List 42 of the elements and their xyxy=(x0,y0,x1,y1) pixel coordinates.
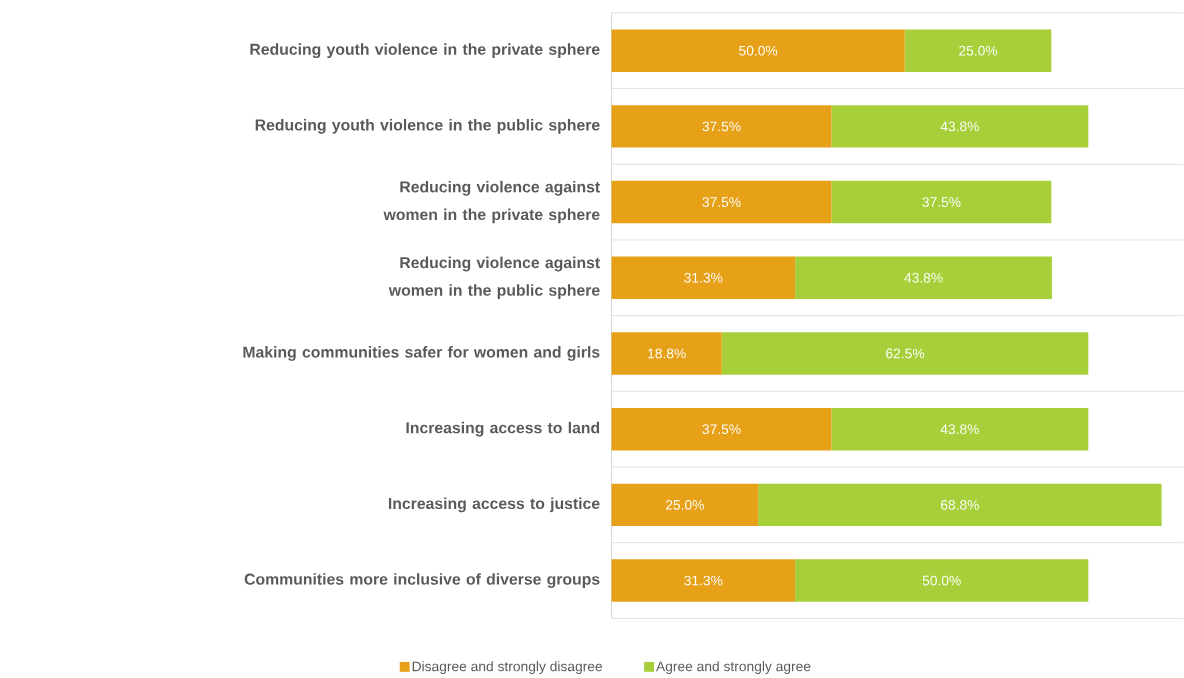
data-label: 43.8% xyxy=(904,273,943,283)
data-label: 68.8% xyxy=(940,500,979,510)
bar xyxy=(758,483,1162,527)
bar xyxy=(831,408,1089,451)
data-label: 43.8% xyxy=(940,424,979,435)
y-tick-label: Reducing youth violence in the private sphere xyxy=(250,43,600,59)
data-label: 37.5% xyxy=(922,197,961,208)
bar xyxy=(831,181,1052,224)
y-tick-label: Reducing violence against women in the public sphere xyxy=(388,256,600,300)
y-tick-label: Increasing access to land xyxy=(406,421,600,437)
bar xyxy=(611,105,832,148)
bar xyxy=(611,483,759,527)
legend-label: Agree and strongly agree xyxy=(656,661,811,675)
data-label: 18.8% xyxy=(648,348,686,359)
data-label: 37.5% xyxy=(702,424,741,435)
data-label: 31.3% xyxy=(684,273,723,283)
data-label: 43.8% xyxy=(940,121,979,132)
bar xyxy=(904,29,1052,73)
bar xyxy=(611,332,722,375)
y-tick-label: Increasing access to justice xyxy=(388,497,600,513)
y-tick-label: Reducing violence against women in the private sphere xyxy=(383,181,600,224)
y-tick-label: Communities more inclusive of diverse groups xyxy=(244,573,600,589)
bar xyxy=(721,332,1089,375)
data-label: 37.5% xyxy=(702,121,741,132)
data-label: 37.5% xyxy=(702,197,741,208)
bar xyxy=(611,29,905,73)
y-tick-label: Reducing youth violence in the public sphere xyxy=(255,119,600,134)
bar xyxy=(611,408,832,451)
data-label: 25.0% xyxy=(665,500,704,510)
data-label: 62.5% xyxy=(886,348,925,359)
bar xyxy=(611,256,796,300)
data-label: 50.0% xyxy=(922,575,961,586)
bar xyxy=(611,181,832,224)
legend-label: Disagree and strongly disagree xyxy=(412,661,603,675)
data-label: 25.0% xyxy=(959,45,998,56)
data-label: 31.3% xyxy=(684,575,723,586)
bar xyxy=(795,256,1052,300)
y-tick-label: Making communities safer for women and girls xyxy=(243,346,600,362)
data-label: 50.0% xyxy=(739,45,778,56)
bar xyxy=(611,559,796,602)
bar xyxy=(831,105,1089,148)
bar xyxy=(795,559,1089,602)
